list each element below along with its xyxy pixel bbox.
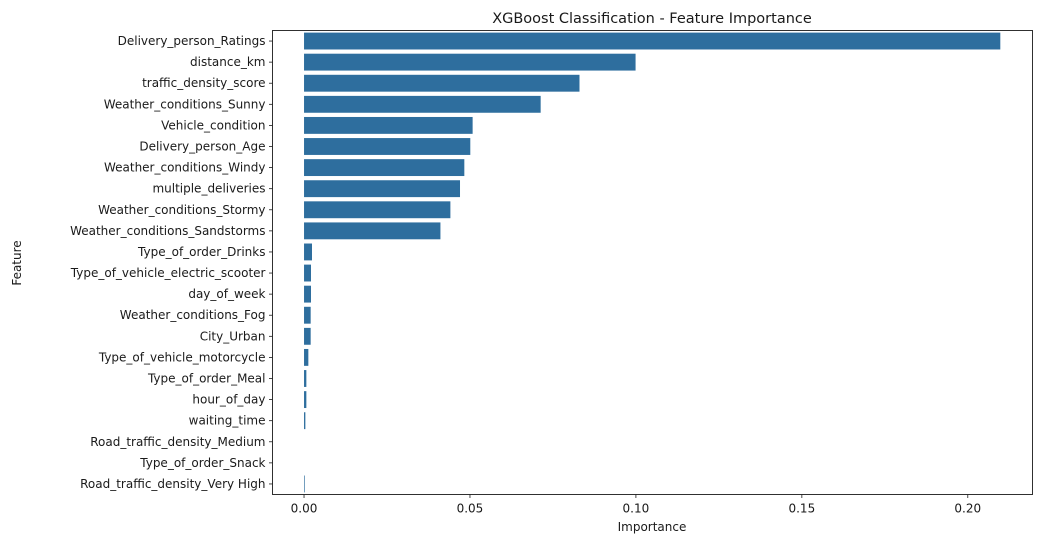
plot-frame xyxy=(272,30,1033,495)
bar-type-of-order-drinks xyxy=(304,243,312,261)
y-tick-label: Weather_conditions_Sunny xyxy=(104,97,266,111)
bar-weather-conditions-stormy xyxy=(304,201,451,219)
x-tick-label: 0.10 xyxy=(623,502,650,516)
bar-vehicle-condition xyxy=(304,116,473,134)
y-tick-label: Type_of_vehicle_motorcycle xyxy=(98,350,266,364)
y-tick-label: waiting_time xyxy=(189,414,266,428)
y-tick-label: traffic_density_score xyxy=(142,76,265,90)
bar-type-of-vehicle-electric-scooter xyxy=(304,264,311,282)
y-axis-ticks: Delivery_person_Ratings distance_kmtraffi… xyxy=(70,34,273,491)
y-tick-label: Type_of_order_Snack xyxy=(139,456,265,470)
bar-distance-km xyxy=(304,53,636,71)
y-tick-label: Type_of_order_Meal xyxy=(147,372,266,386)
bar-weather-conditions-windy xyxy=(304,159,465,177)
y-tick-label: Road_traffic_density_Medium xyxy=(90,435,265,449)
bar-delivery-person-age xyxy=(304,138,471,155)
y-tick-label: Delivery_person_Ratings xyxy=(118,34,266,48)
y-tick-label: Weather_conditions_Sandstorms xyxy=(70,224,265,238)
y-tick-label: multiple_deliveries xyxy=(152,182,265,196)
y-tick-label: City_Urban xyxy=(200,329,266,343)
y-tick-label: hour_of_day xyxy=(192,393,265,407)
x-tick-label: 0.20 xyxy=(954,502,981,516)
bar-weather-conditions-sunny xyxy=(304,95,541,113)
bar-delivery-person-ratings xyxy=(304,32,1001,50)
bar-traffic-density-score xyxy=(304,74,580,92)
x-tick-label: 0.15 xyxy=(788,502,815,516)
bar-city-urban xyxy=(304,327,311,345)
y-tick-label: day_of_week xyxy=(188,287,265,301)
y-tick-label: Vehicle_condition xyxy=(161,118,265,132)
bar-type-of-vehicle-motorcycle xyxy=(304,348,309,366)
y-tick-label: Road_traffic_density_Very High xyxy=(80,477,265,491)
bar-weather-conditions-sandstorms xyxy=(304,222,441,240)
chart-title: XGBoost Classification - Feature Importa… xyxy=(492,11,812,27)
x-tick-label: 0.00 xyxy=(291,502,318,516)
bar-road-traffic-density-very-high xyxy=(304,475,305,493)
bar-hour-of-day xyxy=(304,391,307,409)
y-tick-label: distance_km xyxy=(190,55,266,69)
bars-layer xyxy=(304,32,1001,493)
bar-day-of-week xyxy=(304,285,311,303)
x-axis-ticks: 0.00 0.05 0.10 0.15 0.20 xyxy=(291,494,981,516)
y-tick-label: Weather_conditions_Windy xyxy=(104,161,266,175)
y-tick-label: Delivery_person_Age xyxy=(139,140,265,154)
y-tick-label: Weather_conditions_Fog xyxy=(120,308,266,322)
y-tick-label: Weather_conditions_Stormy xyxy=(98,203,265,217)
x-tick-label: 0.05 xyxy=(457,502,484,516)
y-tick-label: Type_of_order_Drinks xyxy=(137,245,265,259)
y-tick-label: Type_of_vehicle_electric_scooter xyxy=(70,266,266,280)
x-axis-title: Importance xyxy=(618,520,687,534)
y-axis-title: Feature xyxy=(10,240,24,285)
bar-waiting-time xyxy=(304,412,306,430)
bar-multiple-deliveries xyxy=(304,180,461,198)
bar-weather-conditions-fog xyxy=(304,306,311,324)
bar-type-of-order-meal xyxy=(304,370,307,387)
